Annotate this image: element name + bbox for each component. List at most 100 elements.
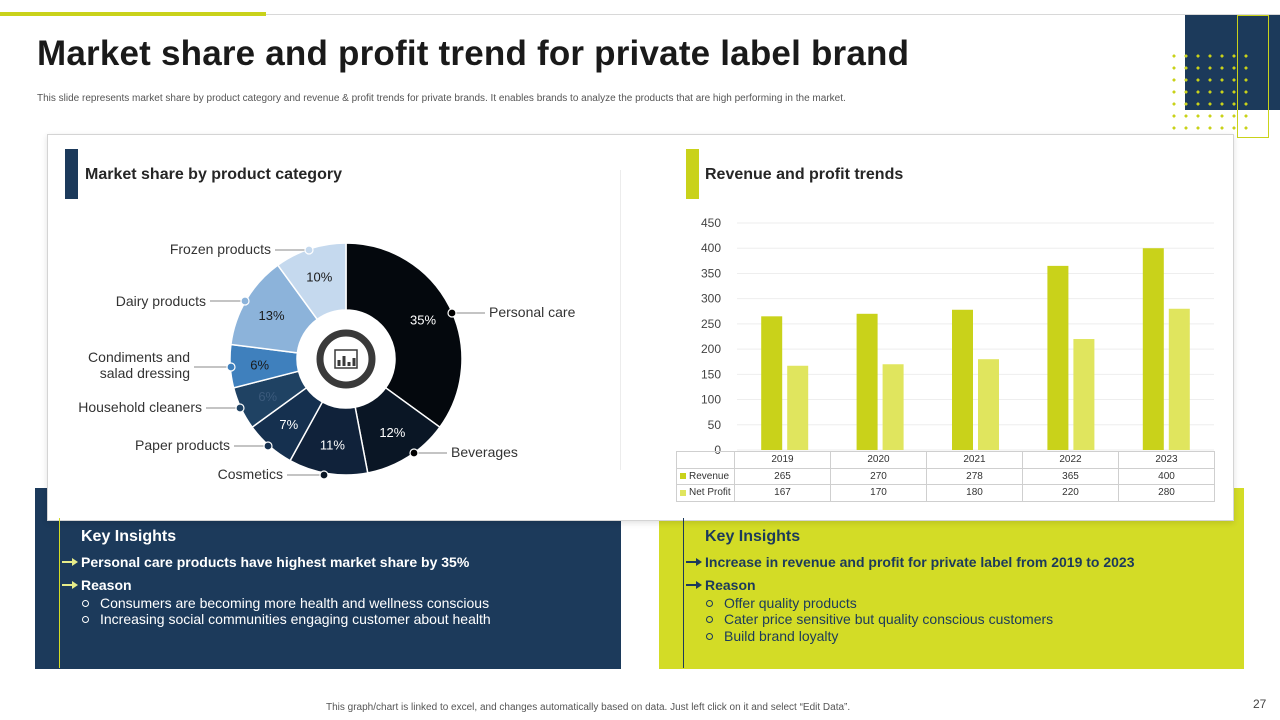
revenue-value-cell: 365 — [1022, 467, 1119, 485]
profit-value-cell: 220 — [1022, 484, 1119, 502]
bullet-text: Offer quality products — [724, 595, 857, 611]
bar-revenue — [1142, 248, 1164, 450]
y-tick-label: 50 — [708, 418, 722, 432]
arrow-right-icon — [62, 580, 78, 590]
donut-category-label: Personal care — [489, 304, 576, 320]
chart-icon-bar — [342, 356, 346, 366]
insights-left-point: Personal care products have highest mark… — [62, 554, 469, 570]
table-year-cell: 2021 — [926, 451, 1023, 469]
leader-dot — [240, 296, 250, 306]
donut-category-label: Paper products — [135, 437, 230, 453]
profit-value-cell: 167 — [734, 484, 831, 502]
bullet-circle-icon — [706, 632, 713, 640]
donut-category-label: salad dressing — [100, 365, 190, 381]
insights-right-rule — [683, 518, 684, 668]
page-number: 27 — [1253, 697, 1267, 711]
donut-category-label: Household cleaners — [78, 399, 202, 415]
bar-net-profit — [1168, 308, 1190, 450]
donut-value-label: 13% — [259, 308, 285, 323]
bar-net-profit — [882, 364, 904, 450]
arrow-right-icon — [686, 557, 702, 567]
donut-value-label: 6% — [250, 357, 269, 372]
insights-right-point-text: Increase in revenue and profit for priva… — [705, 554, 1135, 570]
bar-revenue — [1047, 265, 1069, 450]
chart-icon — [316, 329, 376, 389]
chart-icon-bar — [352, 358, 356, 366]
bullet-circle-icon — [706, 615, 713, 623]
donut-slice — [276, 242, 347, 321]
y-tick-label: 150 — [701, 367, 721, 381]
bar-revenue — [952, 309, 973, 450]
table-year-cell: 2019 — [734, 451, 831, 469]
corner-dot-pattern — [1168, 50, 1252, 130]
donut-category-label: Beverages — [451, 444, 518, 460]
insights-left-bullet: Increasing social communities engaging c… — [82, 611, 491, 627]
insights-left-reason-text: Reason — [81, 577, 132, 593]
donut-category-label: Condiments and — [88, 349, 190, 365]
section-marker-left — [65, 149, 78, 199]
profit-value-cell: 180 — [926, 484, 1023, 502]
insights-left-heading: Key Insights — [81, 528, 177, 545]
profit-legend-cell: Net Profit — [676, 484, 735, 502]
footer-note: This graph/chart is linked to excel, and… — [326, 702, 851, 713]
profit-value-cell: 280 — [1118, 484, 1215, 502]
page-title: Market share and profit trend for privat… — [37, 34, 910, 73]
donut-chart[interactable]: 35%12%11%7%6%6%13%10%Personal careBevera… — [0, 0, 640, 520]
table-header-row: 2019 2020 2021 2022 2023 — [676, 451, 1215, 469]
insights-right-bullet: Build brand loyalty — [706, 628, 838, 644]
leader-dot — [226, 362, 236, 372]
profit-legend-swatch — [680, 489, 686, 496]
card-divider — [620, 170, 621, 470]
revenue-value-cell: 270 — [830, 467, 927, 485]
top-accent-bar — [0, 12, 266, 16]
donut-value-label: 35% — [410, 313, 436, 328]
bar-revenue — [856, 313, 878, 450]
insights-left-rule — [59, 518, 60, 668]
revenue-legend-label: Revenue — [689, 470, 730, 482]
insights-right-heading: Key Insights — [705, 528, 801, 545]
bullet-text: Build brand loyalty — [724, 628, 839, 644]
table-year-cell: 2023 — [1118, 451, 1215, 469]
bar-net-profit — [978, 359, 999, 450]
y-tick-label: 300 — [701, 292, 721, 306]
corner-decoration-outline — [1237, 15, 1269, 138]
donut-category-label: Dairy products — [116, 293, 206, 309]
table-year-cell: 2022 — [1022, 451, 1119, 469]
insights-left-bullet: Consumers are becoming more health and w… — [82, 595, 489, 611]
revenue-legend-swatch — [680, 473, 686, 480]
donut-value-label: 6% — [258, 389, 277, 404]
bar-revenue — [761, 316, 783, 450]
insights-left-reason: Reason — [62, 577, 132, 593]
revenue-value-cell: 278 — [926, 467, 1023, 485]
profit-value-cell: 170 — [830, 484, 927, 502]
insights-right-bullet: Cater price sensitive but quality consci… — [706, 611, 1053, 627]
leader-dot — [319, 470, 329, 480]
chart-icon-bar — [347, 362, 351, 366]
revenue-value-cell: 265 — [734, 467, 831, 485]
y-tick-label: 400 — [701, 241, 721, 255]
table-year-cell: 2020 — [830, 451, 927, 469]
bar-net-profit — [1073, 339, 1095, 450]
chart-icon-bar — [337, 360, 341, 366]
donut-category-label: Cosmetics — [218, 466, 283, 482]
bullet-circle-icon — [706, 599, 713, 607]
market-share-title: Market share by product category — [85, 166, 342, 183]
y-tick-label: 0 — [714, 443, 721, 455]
y-tick-label: 250 — [701, 317, 721, 331]
bar-net-profit — [787, 365, 809, 450]
bullet-circle-icon — [82, 599, 89, 607]
profit-legend-label: Net Profit — [689, 487, 731, 499]
leader-dot — [235, 403, 245, 413]
table-corner-cell — [676, 451, 735, 469]
y-tick-label: 350 — [701, 266, 721, 280]
table-row-net-profit: Net Profit 167 170 180 220 280 — [676, 484, 1215, 502]
chart-data-table: 2019 2020 2021 2022 2023 Revenue 265 270… — [676, 451, 1215, 502]
y-tick-label: 450 — [701, 216, 721, 230]
donut-slice — [345, 242, 463, 429]
page-subtitle: This slide represents market share by pr… — [37, 93, 846, 104]
donut-value-label: 10% — [306, 270, 332, 285]
bullet-text: Consumers are becoming more health and w… — [100, 595, 490, 611]
bar-chart[interactable]: 0 50 100 150 200 250 300 350 400 450 — [660, 205, 1220, 455]
donut-value-label: 7% — [279, 417, 298, 432]
donut-value-label: 12% — [379, 425, 405, 440]
